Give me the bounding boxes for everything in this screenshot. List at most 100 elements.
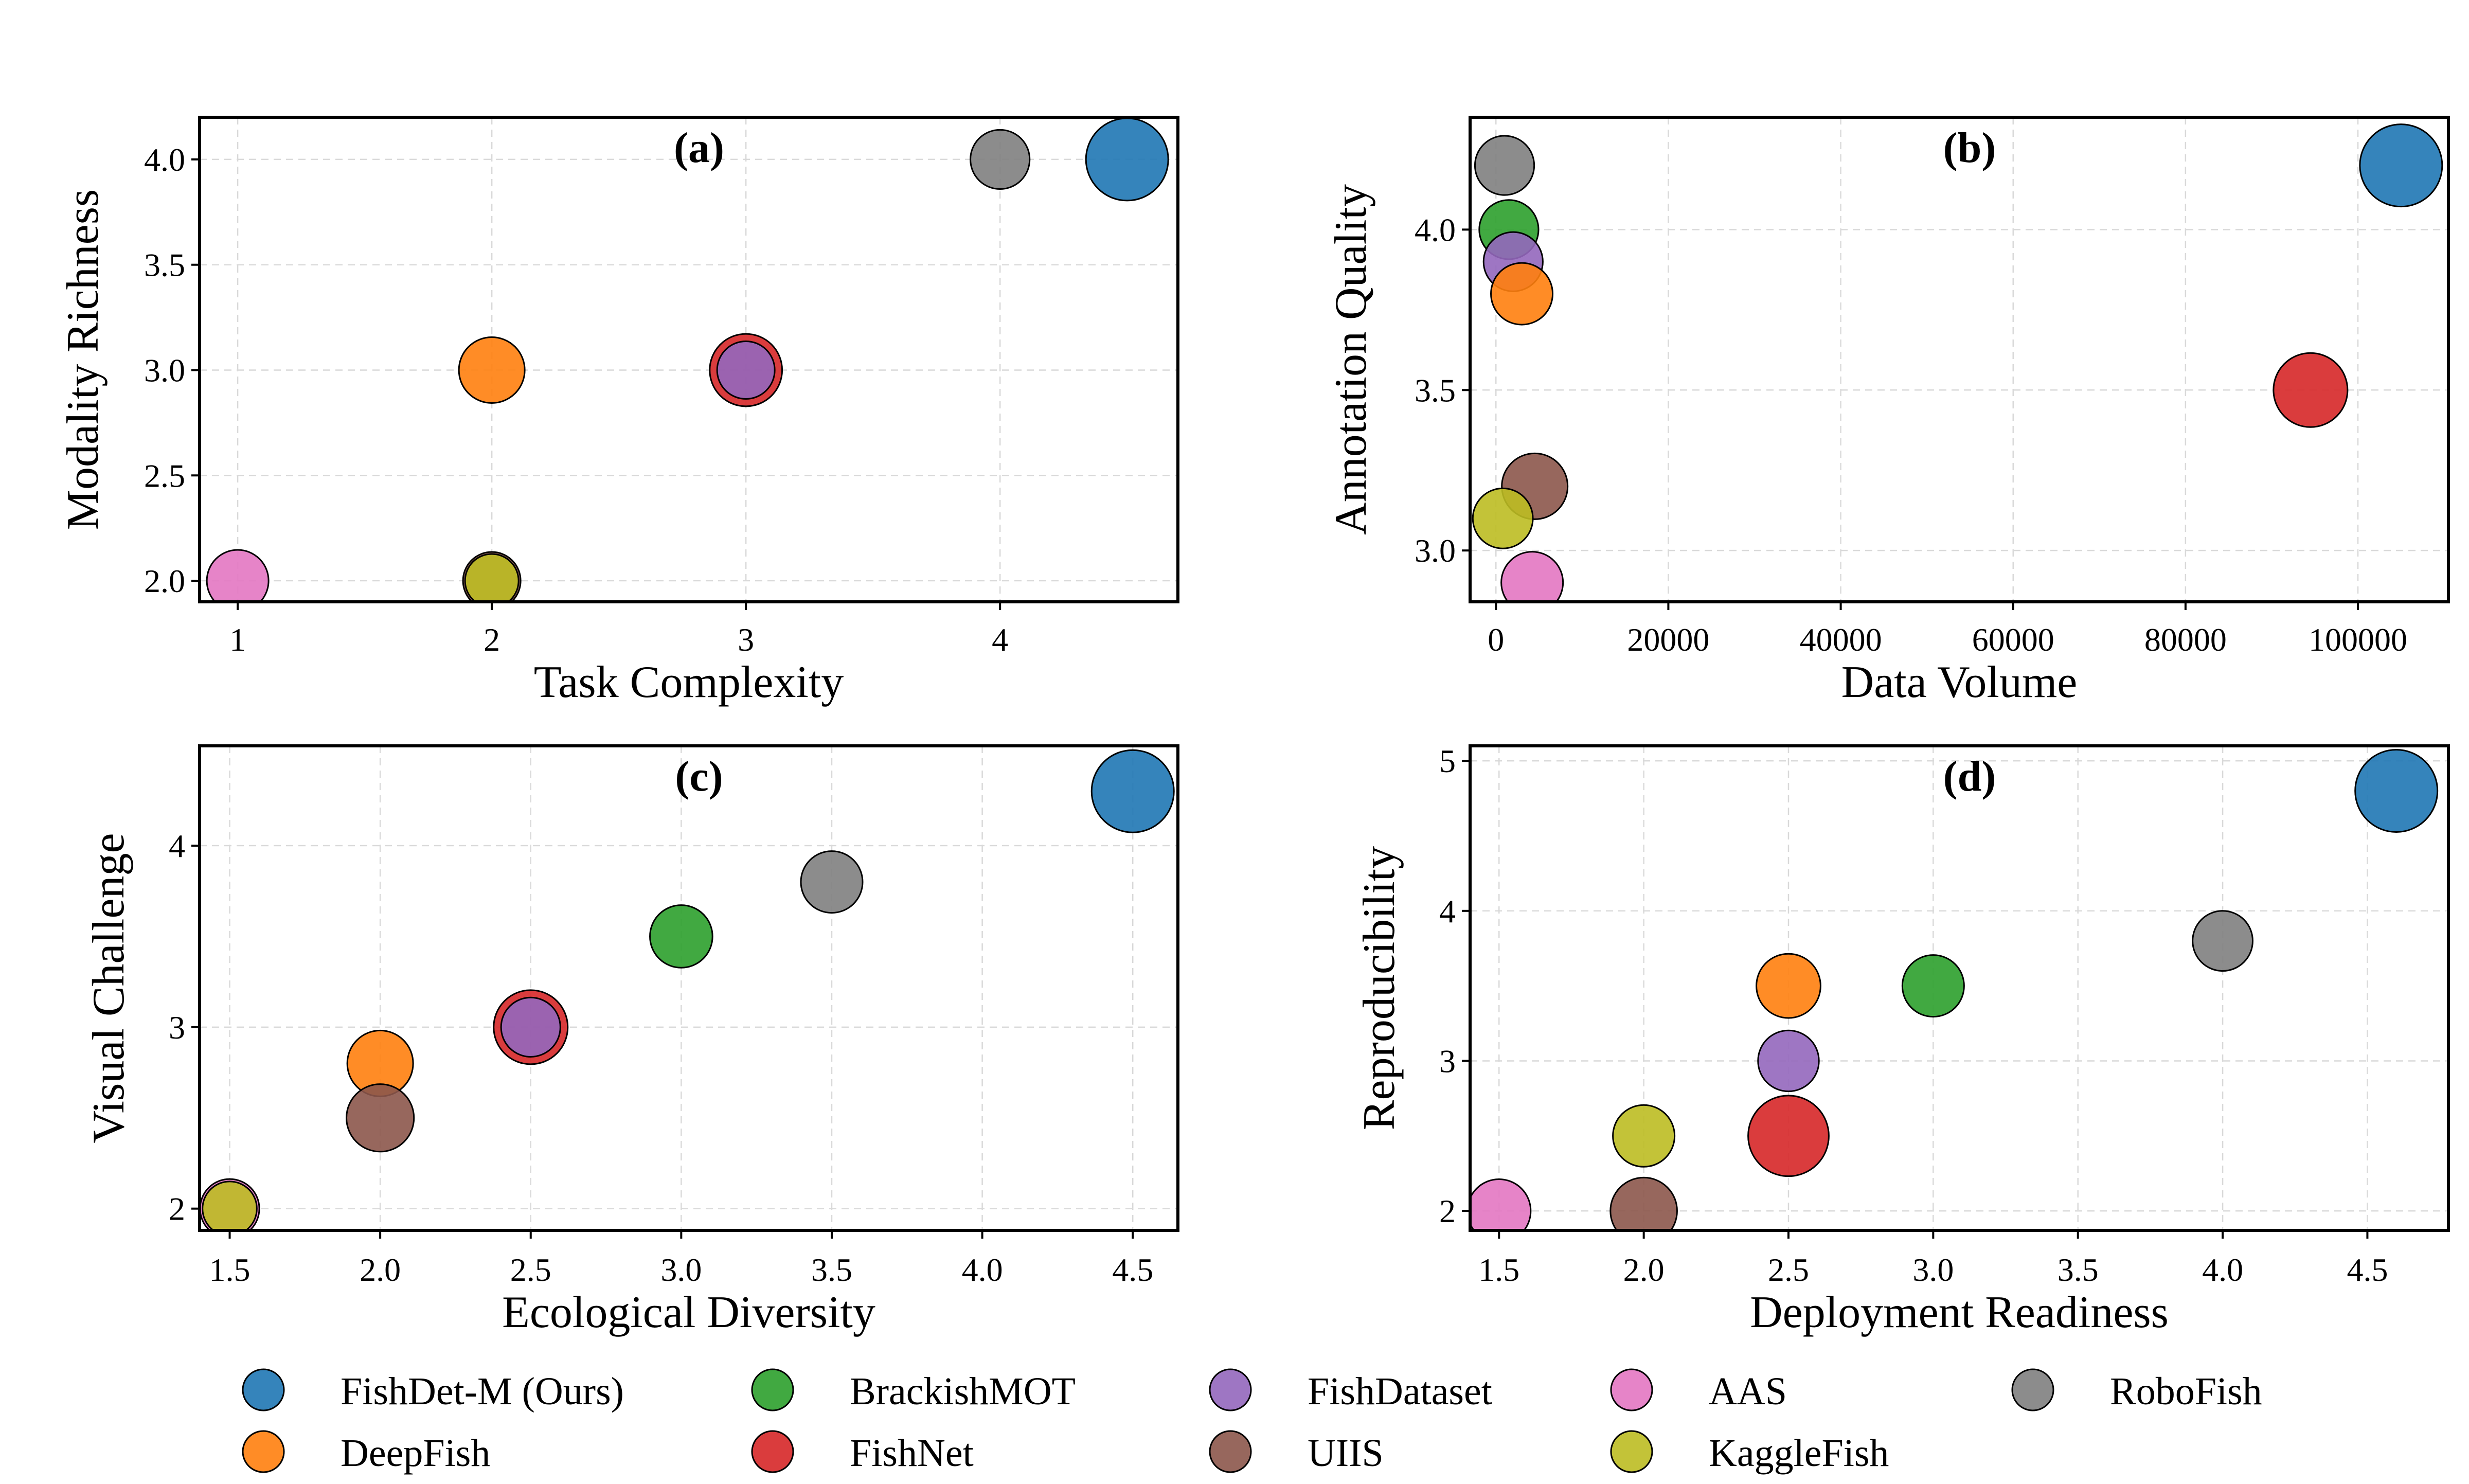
x-tick-label: 1.5	[1478, 1251, 1519, 1288]
x-tick-label: 4.0	[2202, 1251, 2243, 1288]
x-tick-label: 4.0	[962, 1251, 1003, 1288]
x-tick-label: 2.0	[360, 1251, 401, 1288]
x-tick-label: 0	[1488, 621, 1504, 658]
legend-marker	[751, 1430, 794, 1473]
legend-marker	[2011, 1368, 2054, 1411]
panel-title: (c)	[675, 753, 723, 800]
chart-panels: 1 2 3 4 2.0 2.5 3.0 3.5 4.0 Task Complexity Modali…	[58, 116, 2450, 1337]
y-tick-label: 3.5	[1415, 372, 1456, 408]
legend-marker	[1610, 1368, 1653, 1411]
x-tick-label: 20000	[1627, 621, 1709, 658]
data-points	[1470, 748, 2439, 1230]
point-kagglefish	[1612, 1104, 1676, 1168]
point-deepfish	[1490, 262, 1554, 326]
point-fishnet	[2273, 352, 2349, 428]
point-kagglefish	[464, 553, 520, 602]
legend-label: BrackishMOT	[850, 1370, 1076, 1413]
x-tick-label: 4.5	[1112, 1251, 1153, 1288]
point-brackishmot	[649, 904, 713, 969]
point-brackishmot	[1901, 954, 1965, 1018]
legend-item-fishnet: FishNet	[751, 1430, 974, 1475]
legend-item-robofish: RoboFish	[2011, 1368, 2262, 1413]
x-tick-label: 40000	[1800, 621, 1882, 658]
x-axis-label: Ecological Diversity	[502, 1288, 875, 1337]
legend-marker	[1209, 1430, 1252, 1473]
x-tick-label: 100000	[2309, 621, 2407, 658]
y-tick-label: 5	[1439, 743, 1456, 779]
point-uiis	[346, 1083, 415, 1153]
point-robofish	[970, 129, 1031, 190]
y-axis-label: Visual Challenge	[84, 833, 134, 1143]
point-fishdataset	[500, 996, 561, 1058]
y-tick-label: 3	[169, 1009, 185, 1046]
y-tick-label: 2	[1439, 1193, 1456, 1229]
point-fishdataset	[716, 340, 776, 400]
y-tick-label: 3.0	[144, 352, 185, 388]
legend-label: FishDet-M (Ours)	[341, 1370, 624, 1413]
y-tick-label: 2	[169, 1191, 185, 1227]
point-fishdataset	[1757, 1029, 1820, 1093]
point-deepfish	[458, 336, 526, 404]
legend: FishDet-M (Ours) DeepFish BrackishMOT FishN…	[242, 1368, 2262, 1475]
point-aas	[1500, 551, 1564, 602]
legend-label: AAS	[1709, 1370, 1787, 1413]
legend-item-aas: AAS	[1610, 1368, 1787, 1413]
y-tick-label: 3.5	[144, 247, 185, 283]
point-fishdet-m-ours	[2359, 123, 2443, 208]
x-tick-label: 3	[738, 621, 754, 658]
panel-a: 1 2 3 4 2.0 2.5 3.0 3.5 4.0 Task Complexity Modali…	[58, 116, 1179, 707]
panel-title: (d)	[1943, 753, 1996, 800]
legend-marker	[242, 1430, 285, 1473]
point-uiis	[1609, 1176, 1678, 1230]
axes-frame	[198, 116, 1179, 603]
x-axis-label: Deployment Readiness	[1750, 1288, 2169, 1337]
y-tick-label: 4	[169, 828, 185, 864]
point-aas	[1470, 1178, 1532, 1230]
x-tick-label: 4	[992, 621, 1008, 658]
point-kagglefish	[1472, 487, 1534, 549]
grid	[1470, 117, 2448, 602]
panel-d: 1.5 2.0 2.5 3.0 3.5 4.0 4.5 2 3 4 5 Deployment Read…	[1354, 743, 2450, 1337]
x-tick-label: 1.5	[209, 1251, 251, 1288]
legend-label: FishNet	[850, 1432, 974, 1475]
point-robofish	[2192, 910, 2253, 972]
data-points	[200, 749, 1175, 1230]
x-tick-label: 80000	[2144, 621, 2227, 658]
y-tick-label: 4.0	[144, 141, 185, 178]
legend-item-deepfish: DeepFish	[242, 1430, 490, 1475]
x-tick-label: 3.0	[1912, 1251, 1954, 1288]
y-tick-label: 4.0	[1415, 211, 1456, 248]
panel-title: (a)	[674, 124, 724, 172]
legend-marker	[751, 1368, 794, 1411]
legend-item-fishdataset: FishDataset	[1209, 1368, 1492, 1413]
y-tick-label: 3.0	[1415, 532, 1456, 569]
axes-frame	[1469, 744, 2450, 1232]
panel-title: (b)	[1943, 124, 1996, 172]
legend-item-uiis: UIIS	[1209, 1430, 1384, 1475]
x-tick-label: 2	[484, 621, 500, 658]
data-points	[1472, 123, 2443, 602]
legend-label: DeepFish	[341, 1432, 490, 1475]
legend-item-fishdet-m-ours: FishDet-M (Ours)	[242, 1368, 624, 1413]
x-tick-label: 3.5	[811, 1251, 852, 1288]
legend-marker	[1209, 1368, 1252, 1411]
point-fishdet-m-ours	[2354, 748, 2439, 833]
x-axis-label: Task Complexity	[534, 657, 844, 707]
x-tick-label: 3.5	[2058, 1251, 2099, 1288]
y-axis-label: Reproducibility	[1354, 846, 1404, 1130]
x-tick-label: 3.0	[660, 1251, 702, 1288]
point-fishdet-m-ours	[1085, 117, 1169, 202]
y-tick-label: 2.5	[144, 457, 185, 494]
panel-c: 1.5 2.0 2.5 3.0 3.5 4.0 4.5 2 3 4 Ecological Diver…	[84, 744, 1179, 1337]
legend-label: FishDataset	[1308, 1370, 1492, 1413]
legend-label: KaggleFish	[1709, 1432, 1889, 1475]
axes-frame	[1469, 116, 2450, 603]
point-deepfish	[1756, 953, 1821, 1019]
point-kagglefish	[202, 1181, 258, 1230]
legend-label: UIIS	[1308, 1432, 1384, 1475]
grid	[200, 117, 1178, 602]
point-robofish	[800, 850, 864, 914]
point-robofish	[1474, 135, 1535, 196]
